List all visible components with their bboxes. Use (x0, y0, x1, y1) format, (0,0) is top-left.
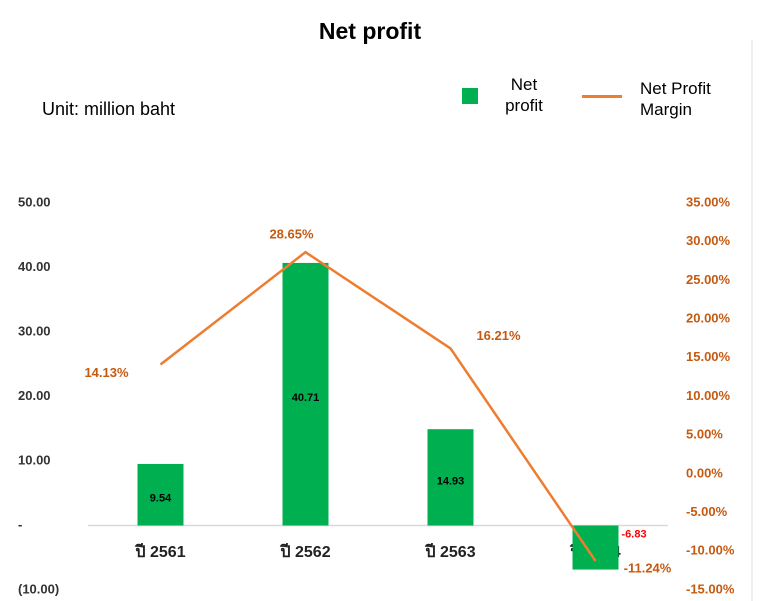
legend-swatch (582, 95, 622, 98)
y2-tick-label: -10.00% (686, 543, 735, 558)
y-tick-label: 40.00 (18, 259, 51, 274)
y2-tick-label: 20.00% (686, 311, 731, 326)
y-tick-label: - (18, 517, 22, 532)
y2-tick-label: 15.00% (686, 349, 731, 364)
line-value-label: 14.13% (84, 365, 129, 380)
bar-value-label: 40.71 (292, 392, 320, 404)
bar-value-label: 9.54 (150, 493, 172, 505)
chart-subtitle: Unit: million baht (42, 99, 175, 119)
y2-tick-label: -15.00% (686, 581, 735, 596)
legend-label: Net profit (505, 75, 543, 115)
y-tick-label: 10.00 (18, 452, 51, 467)
bar-value-label: 14.93 (437, 475, 465, 487)
y2-tick-label: 10.00% (686, 388, 731, 403)
line-value-label: 28.65% (269, 227, 314, 242)
x-tick-label: ปี 2562 (279, 542, 331, 561)
y-tick-label: 30.00 (18, 323, 51, 338)
legend-swatch (462, 88, 478, 104)
y2-tick-label: 35.00% (686, 194, 731, 209)
line-value-label: -11.24% (624, 560, 672, 575)
y2-tick-label: 5.00% (686, 427, 723, 442)
x-tick-label: ปี 2563 (424, 542, 476, 561)
bar (427, 429, 474, 526)
y2-tick-label: 25.00% (686, 272, 731, 287)
chart-title: Net profit (319, 18, 422, 44)
y-tick-label: (10.00) (18, 581, 59, 596)
y-tick-label: 50.00 (18, 194, 51, 209)
x-tick-label: ปี 2561 (134, 542, 186, 561)
line (159, 250, 597, 562)
y2-tick-label: -5.00% (686, 504, 728, 519)
bar (572, 525, 619, 570)
line-value-label: 16.21% (476, 328, 521, 343)
y2-tick-label: 0.00% (686, 465, 723, 480)
bar (282, 262, 329, 526)
y-tick-label: 20.00 (18, 388, 51, 403)
y2-tick-label: 30.00% (686, 233, 731, 248)
bar (137, 463, 184, 526)
legend-label: Net Profit Margin (640, 79, 711, 119)
bar-value-label: -6.83 (622, 528, 647, 540)
